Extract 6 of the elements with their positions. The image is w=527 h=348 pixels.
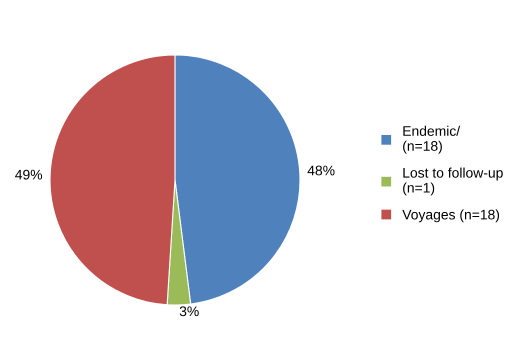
legend-label: Voyages (n=18): [402, 209, 500, 222]
data-label: 48%: [308, 166, 335, 176]
data-label: 3%: [180, 306, 199, 316]
legend-label: Lost to follow-up (n=1): [403, 168, 503, 196]
data-label: 49%: [15, 170, 42, 180]
legend-label: Endemic/ (n=18): [403, 126, 460, 154]
